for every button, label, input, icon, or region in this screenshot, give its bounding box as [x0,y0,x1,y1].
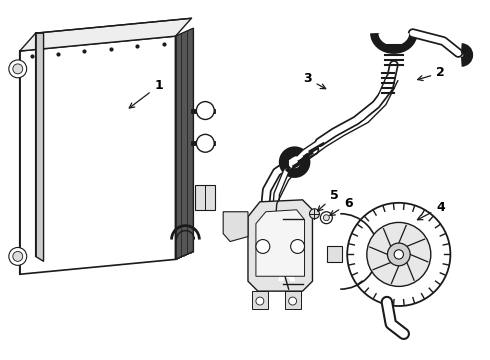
Circle shape [347,203,450,306]
Polygon shape [327,247,342,262]
Polygon shape [20,18,192,51]
Circle shape [256,297,264,305]
Polygon shape [20,36,175,274]
Polygon shape [196,185,215,210]
Text: 3: 3 [303,72,326,89]
Polygon shape [223,212,248,242]
Circle shape [256,239,270,253]
Circle shape [196,134,214,152]
Text: 5: 5 [318,189,339,211]
Text: 1: 1 [129,79,163,108]
Polygon shape [252,291,268,309]
Circle shape [310,209,319,219]
Circle shape [323,215,329,221]
Polygon shape [285,291,300,309]
Circle shape [196,102,214,120]
Circle shape [289,297,296,305]
Circle shape [13,64,23,74]
Circle shape [291,239,305,253]
Polygon shape [175,28,194,260]
Text: 6: 6 [330,197,352,216]
Polygon shape [36,33,44,261]
Circle shape [9,60,26,78]
Circle shape [9,247,26,265]
Circle shape [388,243,410,266]
Polygon shape [248,200,313,291]
Circle shape [367,222,431,287]
Text: 2: 2 [417,66,445,81]
Circle shape [394,250,403,259]
Circle shape [320,212,332,224]
Polygon shape [256,210,305,276]
Text: 4: 4 [417,201,445,220]
Circle shape [13,251,23,261]
